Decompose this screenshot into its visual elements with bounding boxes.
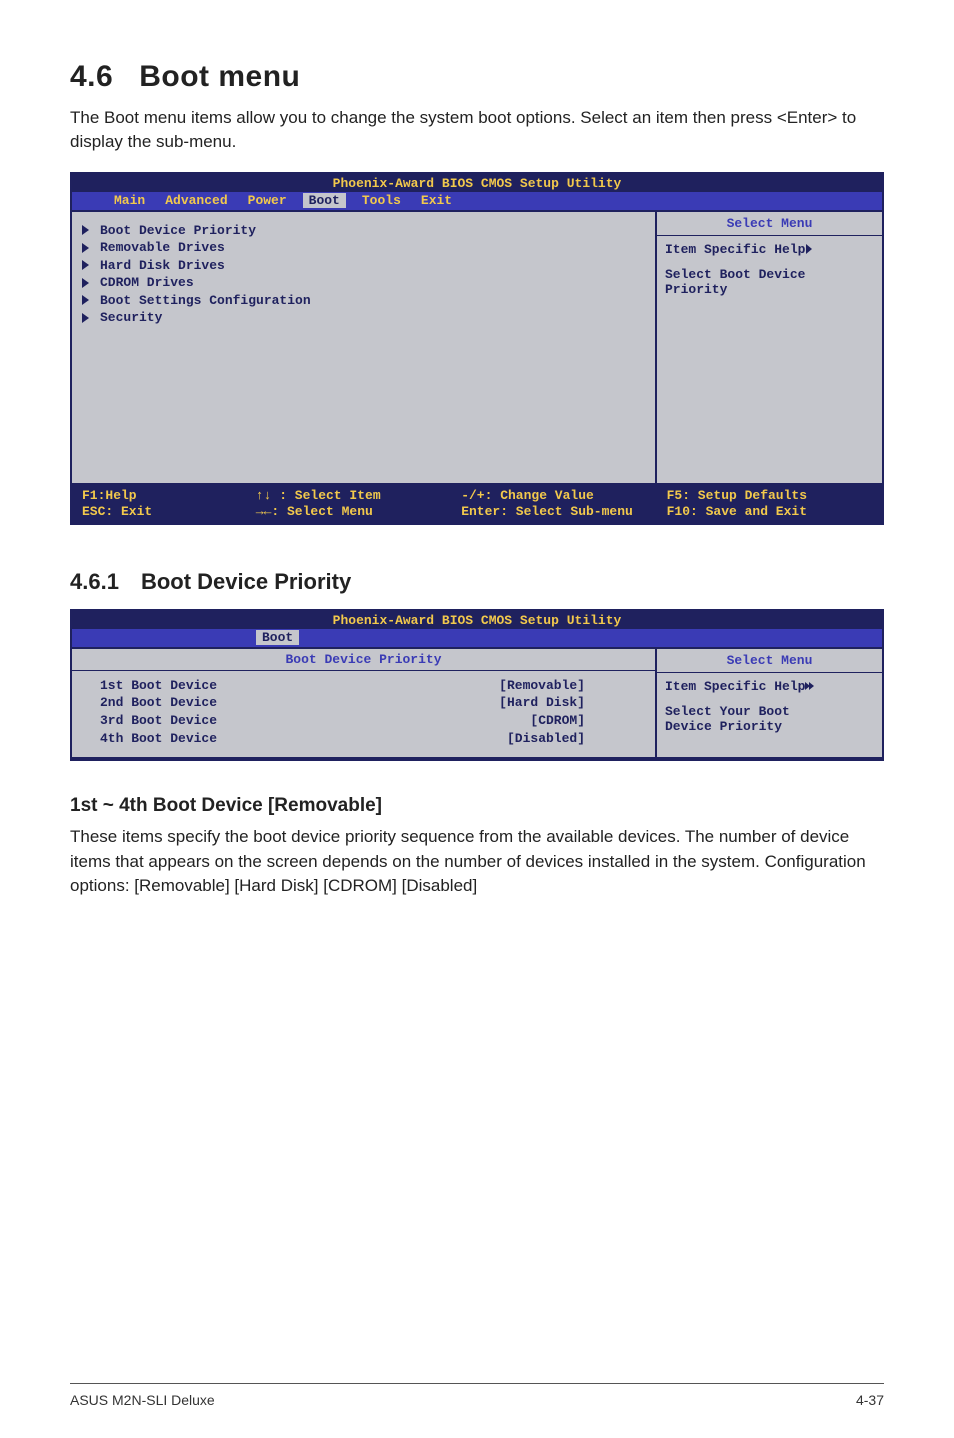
- bios-screen-boot-device-priority: Phoenix-Award BIOS CMOS Setup Utility Bo…: [70, 609, 884, 761]
- chevron-right-icon: [82, 278, 89, 288]
- section-number: 4.6: [70, 60, 113, 93]
- bios-item-boot-settings-configuration[interactable]: Boot Settings Configuration: [82, 292, 645, 310]
- bios-item-list: Boot Device Priority 1st Boot Device[Rem…: [72, 647, 657, 759]
- bios-item-security[interactable]: Security: [82, 309, 645, 327]
- bios-item-list: Boot Device Priority Removable Drives Ha…: [72, 210, 657, 485]
- bios-menubar: Main Advanced Power Boot Tools Exit: [72, 192, 882, 210]
- bios-list-heading: Boot Device Priority: [72, 649, 655, 671]
- bios-help-body-line2: Device Priority: [665, 719, 874, 734]
- bios-value-1st: [Removable]: [499, 677, 645, 695]
- footer-product-name: ASUS M2N-SLI Deluxe: [70, 1392, 215, 1408]
- bios-tab-power[interactable]: Power: [244, 193, 291, 208]
- bios-value-3rd: [CDROM]: [530, 712, 645, 730]
- chevron-right-icon: [806, 244, 812, 254]
- bios-key-setup-defaults: F5: Setup Defaults: [667, 488, 872, 503]
- subsection-heading: 4.6.1 Boot Device Priority: [70, 569, 884, 595]
- chevron-right-icon: [82, 295, 89, 305]
- bios-utility-title: Phoenix-Award BIOS CMOS Setup Utility: [72, 174, 882, 192]
- bios-help-body-line1: Select Boot Device: [665, 267, 874, 282]
- double-chevron-right-icon: [805, 679, 814, 694]
- bios-help-body-line1: Select Your Boot: [665, 704, 874, 719]
- section-heading: 4.6 Boot menu: [70, 60, 884, 94]
- bios-help-body-line2: Priority: [665, 282, 874, 297]
- parameter-description: These items specify the boot device prio…: [70, 825, 884, 899]
- subsection-number: 4.6.1: [70, 569, 119, 594]
- subsection-title-text: Boot Device Priority: [141, 569, 351, 594]
- chevron-right-icon: [82, 243, 89, 253]
- bios-item-2nd-boot-device[interactable]: 2nd Boot Device[Hard Disk]: [82, 694, 645, 712]
- chevron-right-icon: [82, 313, 89, 323]
- chevron-right-icon: [82, 225, 89, 235]
- bios-help-title: Select Menu: [657, 212, 882, 236]
- page-footer: ASUS M2N-SLI Deluxe 4-37: [70, 1383, 884, 1408]
- bios-item-hard-disk-drives[interactable]: Hard Disk Drives: [82, 257, 645, 275]
- section-title-text: Boot menu: [139, 60, 300, 93]
- bios-item-removable-drives[interactable]: Removable Drives: [82, 239, 645, 257]
- chevron-right-icon: [82, 260, 89, 270]
- bios-key-change-value: -/+: Change Value: [461, 488, 666, 503]
- bios-help-hint: Item Specific Help: [665, 679, 874, 694]
- bios-help-panel: Select Menu Item Specific Help Select Yo…: [657, 647, 882, 759]
- bios-key-select-item: ↑↓ : Select Item: [256, 488, 461, 503]
- section-description: The Boot menu items allow you to change …: [70, 106, 884, 154]
- bios-item-4th-boot-device[interactable]: 4th Boot Device[Disabled]: [82, 730, 645, 748]
- bios-key-select-submenu: Enter: Select Sub-menu: [461, 504, 666, 519]
- bios-tab-exit[interactable]: Exit: [417, 193, 456, 208]
- bios-screen-boot-menu: Phoenix-Award BIOS CMOS Setup Utility Ma…: [70, 172, 884, 525]
- bios-tab-tools[interactable]: Tools: [358, 193, 405, 208]
- bios-value-2nd: [Hard Disk]: [499, 694, 645, 712]
- bios-item-boot-device-priority[interactable]: Boot Device Priority: [82, 222, 645, 240]
- parameter-heading: 1st ~ 4th Boot Device [Removable]: [70, 795, 884, 817]
- bios-tab-advanced[interactable]: Advanced: [161, 193, 231, 208]
- bios-key-select-menu: →←: Select Menu: [256, 504, 461, 519]
- bios-tab-boot[interactable]: Boot: [303, 193, 346, 208]
- bios-utility-title: Phoenix-Award BIOS CMOS Setup Utility: [72, 611, 882, 629]
- bios-key-exit: ESC: Exit: [82, 504, 256, 519]
- bios-tab-boot[interactable]: Boot: [256, 630, 299, 645]
- bios-key-save-exit: F10: Save and Exit: [667, 504, 872, 519]
- bios-help-hint: Item Specific Help: [665, 242, 874, 257]
- bios-tab-main[interactable]: Main: [110, 193, 149, 208]
- bios-key-help: F1:Help: [82, 488, 256, 503]
- bios-help-title: Select Menu: [657, 649, 882, 673]
- bios-item-1st-boot-device[interactable]: 1st Boot Device[Removable]: [82, 677, 645, 695]
- bios-footer-keys: F1:Help ↑↓ : Select Item -/+: Change Val…: [72, 485, 882, 523]
- footer-page-number: 4-37: [856, 1392, 884, 1408]
- bios-item-cdrom-drives[interactable]: CDROM Drives: [82, 274, 645, 292]
- bios-item-3rd-boot-device[interactable]: 3rd Boot Device[CDROM]: [82, 712, 645, 730]
- bios-value-4th: [Disabled]: [507, 730, 645, 748]
- bios-help-panel: Select Menu Item Specific Help Select Bo…: [657, 210, 882, 485]
- bios-menubar: Boot: [72, 629, 882, 647]
